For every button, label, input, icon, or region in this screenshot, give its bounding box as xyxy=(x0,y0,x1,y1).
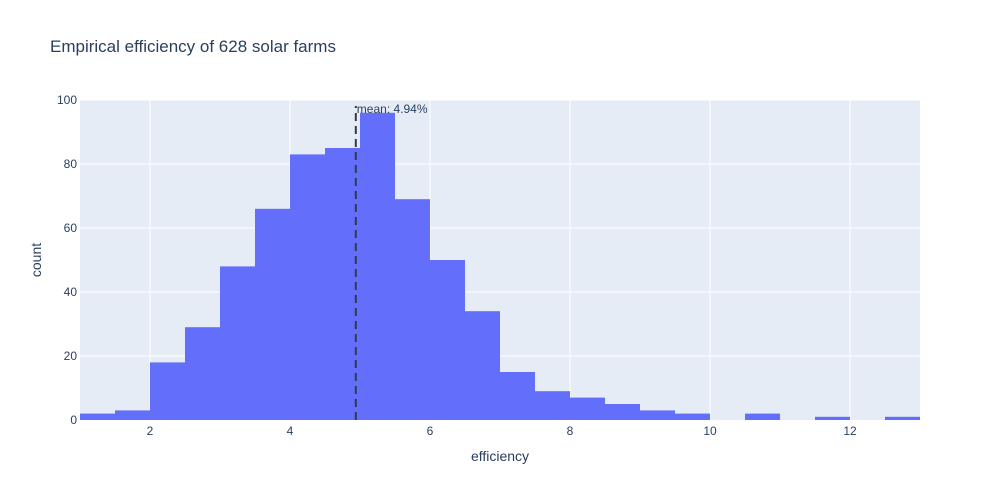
histogram-bar xyxy=(290,154,325,420)
histogram-bar xyxy=(500,372,535,420)
y-tick-label: 0 xyxy=(70,413,77,427)
histogram-bar xyxy=(605,404,640,420)
histogram-bar xyxy=(220,266,255,420)
x-tick-label: 4 xyxy=(287,424,294,438)
y-axis-label: count xyxy=(28,243,44,277)
histogram-bar xyxy=(185,327,220,420)
histogram-bar xyxy=(430,260,465,420)
histogram-bar xyxy=(115,410,150,420)
x-axis-label: efficiency xyxy=(471,448,529,464)
histogram-bar xyxy=(325,148,360,420)
histogram-bar xyxy=(570,397,605,420)
mean-annotation: mean: 4.94% xyxy=(354,102,428,420)
histogram-bar xyxy=(535,391,570,420)
y-tick-label: 40 xyxy=(64,285,78,299)
x-axis-ticks: 2 4 6 8 10 12 xyxy=(147,424,857,438)
x-tick-label: 8 xyxy=(567,424,574,438)
histogram-bar xyxy=(80,413,115,420)
x-tick-label: 12 xyxy=(843,424,857,438)
mean-label: mean: 4.94% xyxy=(357,102,428,116)
x-tick-label: 6 xyxy=(427,424,434,438)
histogram-bar xyxy=(360,112,395,421)
histogram-bar xyxy=(815,416,850,420)
histogram-bar xyxy=(745,413,780,420)
x-tick-label: 2 xyxy=(147,424,154,438)
histogram-bar xyxy=(150,362,185,420)
y-tick-label: 100 xyxy=(57,93,77,107)
y-tick-label: 60 xyxy=(64,221,78,235)
histogram-bar xyxy=(255,208,290,420)
histogram-bar xyxy=(640,410,675,420)
histogram-bar xyxy=(885,416,920,420)
grid-lines xyxy=(80,99,920,420)
histogram-bar xyxy=(465,311,500,420)
y-tick-label: 80 xyxy=(64,157,78,171)
bars xyxy=(80,112,920,421)
x-tick-label: 10 xyxy=(703,424,717,438)
y-axis-ticks: 0 20 40 60 80 100 xyxy=(57,93,77,427)
chart-title: Empirical efficiency of 628 solar farms xyxy=(50,37,336,56)
y-tick-label: 20 xyxy=(64,349,78,363)
histogram-bar xyxy=(675,413,710,420)
histogram-bar xyxy=(395,199,430,420)
